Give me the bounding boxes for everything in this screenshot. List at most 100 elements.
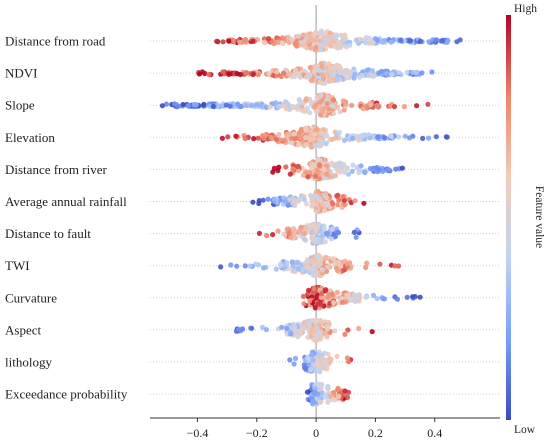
data-point (286, 230, 292, 236)
data-point (317, 176, 323, 182)
data-point (334, 289, 340, 295)
data-point (388, 39, 394, 45)
data-point (344, 165, 350, 171)
data-point (324, 231, 331, 237)
data-point (317, 140, 323, 146)
data-point (291, 361, 297, 367)
data-point (316, 368, 322, 374)
data-point (261, 136, 267, 142)
data-point (334, 353, 340, 359)
data-point (284, 325, 290, 332)
data-point (197, 71, 203, 77)
data-point (248, 103, 254, 109)
data-point (282, 137, 288, 143)
data-point (301, 197, 307, 203)
data-point (255, 135, 261, 141)
data-point (413, 69, 419, 76)
data-point (382, 135, 388, 141)
data-point (420, 135, 426, 141)
data-point (318, 92, 324, 98)
data-point (301, 362, 307, 368)
data-point (260, 197, 266, 203)
data-point (317, 42, 323, 48)
data-point (350, 162, 356, 168)
data-point (302, 230, 308, 236)
colorbar-low-label: Low (514, 424, 536, 436)
data-point (317, 399, 324, 405)
data-point (364, 67, 370, 73)
data-point (358, 163, 364, 169)
x-tick-label: 0 (313, 426, 319, 440)
data-points (159, 28, 463, 407)
data-point (329, 226, 335, 232)
data-point (307, 298, 313, 304)
data-point (367, 166, 374, 172)
data-point (344, 355, 351, 361)
data-point (309, 77, 315, 84)
data-point (225, 134, 231, 140)
data-point (321, 225, 327, 231)
data-point (327, 356, 333, 362)
data-point (351, 292, 358, 298)
data-point (397, 37, 403, 43)
data-point (312, 327, 318, 333)
data-point (313, 108, 319, 114)
data-point (219, 135, 225, 141)
data-point (325, 201, 331, 207)
data-point (300, 266, 306, 272)
data-point (401, 104, 407, 110)
data-point (349, 168, 355, 174)
data-point (328, 65, 334, 71)
data-point (335, 104, 341, 111)
data-point (391, 104, 398, 110)
data-point (425, 101, 431, 107)
data-point (341, 137, 348, 143)
data-point (351, 75, 357, 81)
data-point (235, 101, 241, 107)
data-point (239, 326, 246, 332)
data-point (275, 168, 281, 174)
data-point (410, 294, 416, 300)
data-point (171, 101, 178, 107)
data-point (361, 200, 367, 206)
data-point (312, 318, 318, 324)
data-point (250, 38, 256, 44)
data-point (296, 33, 302, 39)
data-point (275, 39, 281, 45)
feature-label: Aspect (5, 322, 41, 337)
data-point (388, 133, 394, 140)
data-point (310, 361, 317, 367)
data-point (244, 70, 250, 76)
data-point (330, 103, 336, 109)
data-point (326, 106, 332, 112)
data-point (289, 36, 295, 43)
data-point (228, 262, 234, 268)
data-point (334, 260, 340, 266)
x-tick-label: 0.4 (427, 426, 442, 440)
data-point (337, 163, 343, 169)
data-point (316, 67, 323, 74)
data-point (280, 70, 287, 76)
data-point (315, 237, 321, 243)
data-point (247, 263, 253, 269)
data-point (367, 135, 373, 141)
data-point (313, 102, 319, 108)
feature-label: Distance from road (5, 34, 106, 49)
data-point (354, 133, 360, 139)
data-point (311, 222, 317, 228)
data-point (227, 103, 233, 109)
data-point (292, 355, 299, 362)
data-point (419, 70, 425, 76)
data-point (210, 103, 216, 109)
data-point (392, 263, 398, 269)
data-point (302, 134, 309, 141)
data-point (300, 172, 306, 178)
data-point (310, 357, 316, 363)
data-point (284, 131, 290, 138)
data-point (433, 134, 439, 140)
data-point (186, 103, 192, 109)
data-point (305, 169, 311, 175)
data-point (253, 102, 259, 108)
data-point (256, 198, 262, 204)
